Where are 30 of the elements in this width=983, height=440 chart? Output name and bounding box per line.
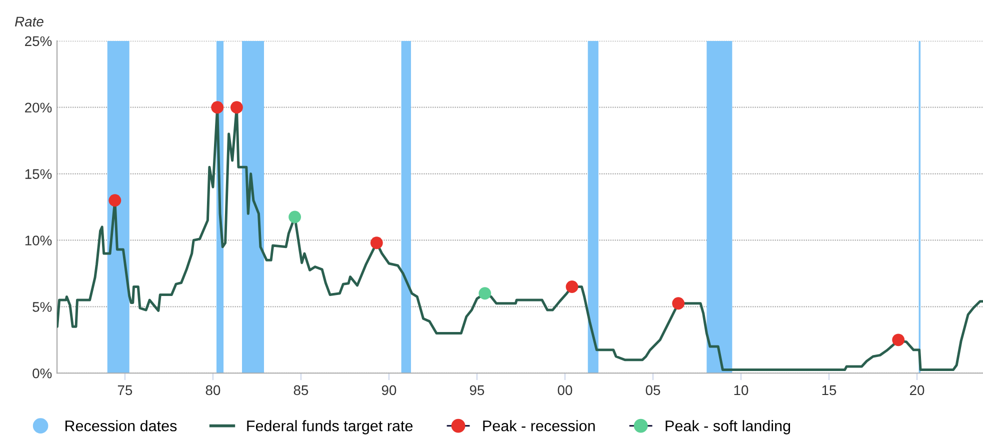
x-tick-label: 95 — [470, 385, 484, 396]
x-tick-label: 00 — [558, 385, 572, 396]
y-tick-label: 0% — [32, 368, 52, 378]
point — [478, 287, 492, 300]
x-tick-label: 80 — [206, 385, 220, 396]
x-tick-label: 20 — [910, 385, 924, 396]
point — [672, 297, 685, 310]
point — [288, 210, 302, 224]
x-tick-label: 85 — [294, 385, 308, 396]
point — [211, 101, 224, 114]
legend-label: Peak - soft landing — [666, 420, 790, 434]
y-tick-label: 10% — [25, 236, 52, 246]
point — [230, 101, 243, 114]
y-tick-label: 20% — [25, 102, 52, 113]
x-tick-label: 05 — [646, 385, 660, 396]
y-tick-label: 15% — [25, 169, 52, 179]
y-tick-label: 5% — [32, 302, 52, 312]
legend-label: Federal funds target rate — [247, 420, 413, 434]
y-tick-label: 25% — [25, 36, 52, 46]
legend-label: Recession dates — [65, 420, 177, 432]
x-tick-label: 90 — [382, 385, 396, 396]
y-axis-title: Rate — [14, 16, 44, 27]
point — [892, 334, 905, 346]
x-tick-label: 15 — [822, 385, 836, 396]
point — [370, 236, 383, 250]
point — [566, 280, 578, 293]
x-tick-label: 75 — [118, 385, 132, 396]
legend-label: Peak - recession — [483, 420, 595, 432]
x-tick-label: 10 — [734, 385, 748, 396]
point — [108, 194, 122, 207]
